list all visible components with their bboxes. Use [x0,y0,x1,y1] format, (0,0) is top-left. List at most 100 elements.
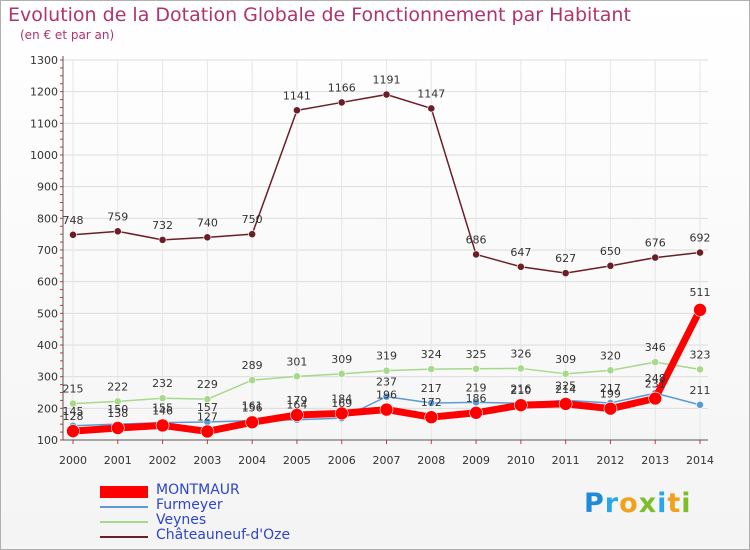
legend-label-montmaur: MONTMAUR [156,482,240,498]
data-point-montmaur [693,303,707,317]
data-point-montmaur [245,415,259,430]
data-point-veynes [248,376,257,385]
x-tick-label: 2005 [283,454,311,467]
logo-letter: P [584,488,605,519]
data-label-veynes: 346 [645,341,666,354]
data-label-montmaur: 214 [555,383,576,396]
x-tick-label: 2007 [373,454,401,467]
y-tick-label: 400 [37,339,58,352]
x-tick-label: 2004 [238,454,266,467]
data-label-chateauneuf-d-oze: 759 [107,210,128,223]
x-tick-label: 2009 [462,454,490,467]
data-label-veynes: 324 [421,348,442,361]
data-label-veynes: 289 [242,359,263,372]
legend-swatch-furmeyer [100,505,148,508]
data-point-furmeyer [427,399,436,407]
data-label-montmaur: 156 [242,401,263,414]
legend-item-veynes: Veynes [100,512,360,529]
data-label-veynes: 309 [555,353,576,366]
data-point-montmaur [424,410,439,425]
y-tick-label: 800 [37,212,58,225]
proxiti-logo: Proxiti [584,488,692,519]
data-point-chateauneuf-d-oze [382,90,391,99]
data-label-furmeyer: 225 [555,379,576,392]
data-point-furmeyer [472,398,480,407]
data-label-montmaur: 199 [600,388,621,401]
data-point-montmaur [603,401,618,416]
data-point-veynes [337,369,346,378]
data-point-chateauneuf-d-oze [561,269,570,278]
data-point-montmaur [379,402,394,417]
data-point-veynes [293,372,301,381]
data-point-veynes [158,394,167,403]
legend: MONTMAUR Furmeyer Veynes Châteauneuf-d'O… [100,482,360,544]
data-point-montmaur [469,405,483,420]
legend-label-furmeyer: Furmeyer [156,497,223,513]
data-point-chateauneuf-d-oze [472,250,480,259]
data-label-furmeyer: 150 [107,403,128,416]
data-label-chateauneuf-d-oze: 650 [600,245,621,258]
data-label-veynes: 215 [63,383,84,396]
data-label-veynes: 232 [152,377,173,390]
data-point-veynes [382,366,391,375]
data-label-montmaur: 179 [286,394,307,407]
legend-swatch-montmaur [100,485,148,498]
data-point-veynes [516,364,525,373]
data-point-veynes [561,369,570,378]
data-label-chateauneuf-d-oze: 676 [645,237,666,250]
data-label-chateauneuf-d-oze: 686 [466,233,487,246]
data-point-veynes [69,399,77,408]
x-tick-label: 2010 [507,454,535,467]
data-label-furmeyer: 169 [331,397,352,410]
data-label-montmaur: 511 [690,286,711,299]
data-label-chateauneuf-d-oze: 1166 [328,81,356,94]
data-point-veynes [113,397,122,406]
data-label-montmaur: 184 [331,392,352,405]
legend-swatch-chateauneuf-d-oze [100,535,148,538]
chart-subtitle: (en € et par an) [20,28,115,42]
data-label-furmeyer: 157 [197,401,218,414]
data-point-montmaur [334,406,349,421]
logo-letter: o [619,488,639,519]
y-tick-label: 1100 [30,117,58,130]
data-label-chateauneuf-d-oze: 740 [197,216,218,229]
y-tick-label: 1300 [30,54,58,67]
logo-letter: x [638,488,658,519]
data-point-chateauneuf-d-oze [337,98,346,107]
data-point-chateauneuf-d-oze [158,235,167,244]
logo-letter: i [681,488,692,519]
data-point-veynes [203,395,212,404]
data-label-chateauneuf-d-oze: 748 [63,214,84,227]
data-point-veynes [651,358,660,366]
data-point-veynes [606,366,615,375]
data-label-furmeyer: 217 [600,382,621,395]
data-label-veynes: 309 [331,353,352,366]
data-point-veynes [696,365,704,374]
data-label-montmaur: 146 [152,404,173,417]
data-labels: 748 759 732 740 750 1141 1166 1191 1147 686 647 627… [63,74,711,424]
series-layer [66,90,707,439]
x-tick-label: 2003 [193,454,221,467]
x-tick-label: 2012 [596,454,624,467]
legend-item-furmeyer: Furmeyer [100,497,360,514]
data-point-chateauneuf-d-oze [606,261,615,270]
data-label-furmeyer: 219 [466,381,487,394]
legend-label-chateauneuf-d-oze: Châteauneuf-d'Oze [156,527,291,543]
data-label-furmeyer: 237 [376,376,397,389]
y-tick-label: 600 [37,276,58,289]
data-point-montmaur [648,391,663,406]
data-label-veynes: 222 [107,380,128,393]
data-label-furmeyer: 216 [510,382,531,395]
data-label-chateauneuf-d-oze: 627 [555,252,576,265]
data-point-chateauneuf-d-oze [248,230,257,239]
data-label-veynes: 319 [376,350,397,363]
data-label-furmeyer: 155 [152,402,173,415]
data-label-montmaur: 127 [197,410,218,423]
data-label-veynes: 229 [197,378,218,391]
data-label-chateauneuf-d-oze: 750 [242,213,263,226]
y-tick-label: 700 [37,244,58,257]
data-point-montmaur [200,424,215,439]
data-point-furmeyer [696,400,704,409]
data-point-montmaur [110,421,125,435]
data-point-chateauneuf-d-oze [69,230,77,239]
